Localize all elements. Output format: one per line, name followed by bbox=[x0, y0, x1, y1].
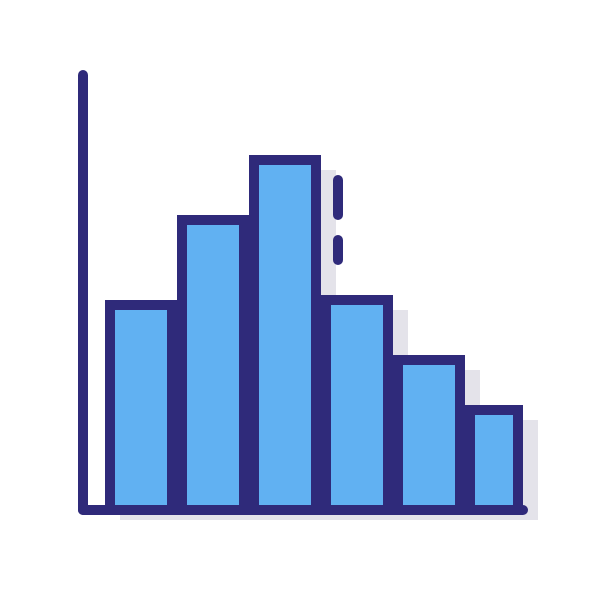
accent-dash-1 bbox=[333, 175, 343, 220]
x-axis bbox=[78, 505, 528, 515]
accent-dash-2 bbox=[333, 235, 343, 265]
bar-chart-icon bbox=[0, 0, 600, 600]
bar-3 bbox=[249, 155, 321, 505]
bar-6 bbox=[465, 405, 523, 505]
y-axis bbox=[78, 70, 88, 515]
bar-2 bbox=[177, 215, 249, 505]
bar-5 bbox=[393, 355, 465, 505]
bar-1 bbox=[105, 300, 177, 505]
bar-4 bbox=[321, 295, 393, 505]
